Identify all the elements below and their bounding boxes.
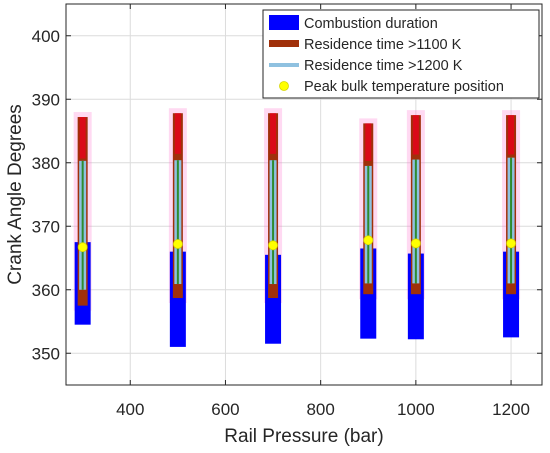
residence-1100-highlight [79, 117, 86, 159]
y-axis-label: Crank Angle Degrees [5, 104, 26, 285]
legend-box [262, 9, 540, 99]
peak-temperature-point [268, 240, 278, 251]
peak-temperature-point [77, 242, 88, 253]
x-axis-label: Rail Pressure (bar) [224, 426, 383, 447]
y-tick-label: 390 [32, 90, 60, 109]
residence-1100-highlight [174, 113, 181, 154]
legend-swatch-res1200 [269, 63, 299, 67]
legend: Combustion duration Residence time >1100 … [262, 9, 540, 99]
axes-layer: 350 360 370 380 390 400 400 600 800 1000 1200 Rail … [5, 3, 543, 447]
x-tick-label: 600 [211, 400, 239, 419]
x-tick-label: 800 [306, 400, 334, 419]
residence-1200-core [176, 160, 179, 285]
y-tick-label: 370 [32, 217, 60, 236]
y-tick-label: 360 [32, 281, 60, 300]
legend-label-peak: Peak bulk temperature position [304, 79, 504, 95]
y-tick-label: 400 [32, 27, 60, 46]
residence-1100-highlight [365, 123, 372, 161]
peak-temperature-point [363, 235, 374, 246]
plot-frame [65, 3, 543, 386]
y-tick-label: 350 [32, 344, 60, 363]
residence-1200-core [510, 157, 513, 284]
legend-swatch-combustion [269, 15, 299, 30]
bars-layer [73, 108, 521, 347]
peak-temperature-point [410, 238, 421, 249]
residence-1100-highlight [508, 115, 515, 155]
residence-1200-core [272, 160, 275, 285]
x-tick-label: 1000 [397, 400, 435, 419]
legend-label-combustion: Combustion duration [304, 16, 438, 32]
residence-1200-core [367, 165, 370, 284]
peak-temperature-point [172, 239, 183, 249]
residence-1200-core [414, 159, 417, 284]
x-tick-label: 400 [116, 400, 144, 419]
residence-1100-highlight [270, 113, 277, 154]
residence-1200-core [81, 160, 84, 290]
peak-temperature-point [506, 238, 516, 249]
x-tick-label: 1200 [492, 400, 530, 419]
legend-label-res1100: Residence time >1100 K [304, 37, 462, 53]
legend-swatch-peak [279, 81, 289, 91]
legend-label-res1200: Residence time >1200 K [304, 58, 463, 74]
legend-swatch-res1100 [269, 40, 299, 47]
residence-1100-highlight [412, 115, 419, 155]
y-tick-label: 380 [32, 154, 60, 173]
